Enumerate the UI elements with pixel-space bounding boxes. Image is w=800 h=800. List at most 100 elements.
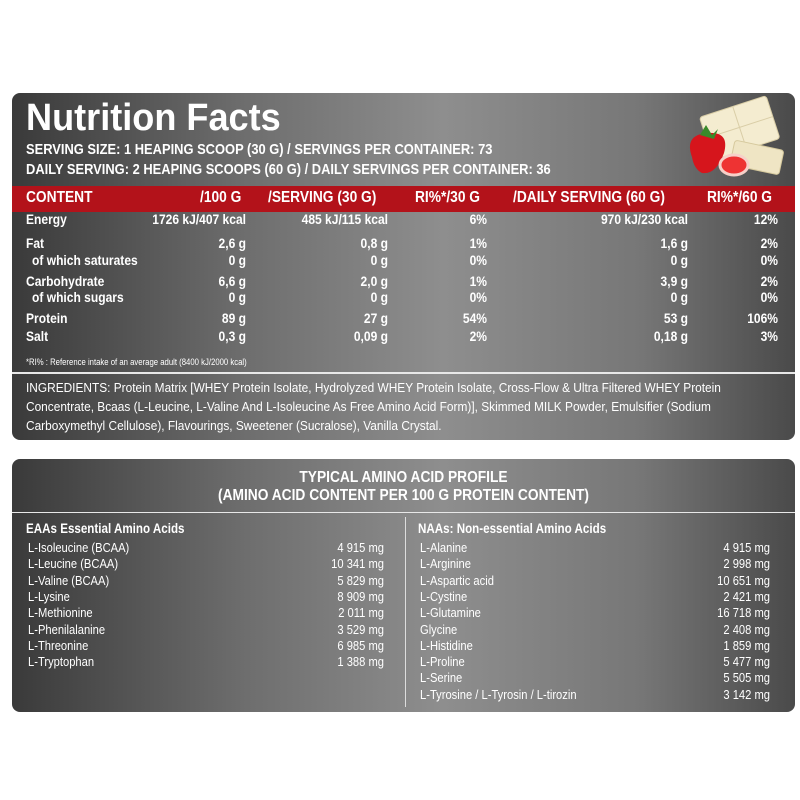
cell-value: 0 g xyxy=(228,252,246,268)
column-header: CONTENT xyxy=(26,189,93,206)
amino-value: 10 341 mg xyxy=(331,556,384,572)
amino-value: 1 388 mg xyxy=(337,654,384,670)
amino-name: L-Tryptophan xyxy=(28,654,95,670)
amino-title: TYPICAL AMINO ACID PROFILE xyxy=(299,469,508,486)
amino-name: L-Threonine xyxy=(28,637,89,653)
amino-name: L-Arginine xyxy=(420,556,471,572)
amino-name: L-Lysine xyxy=(28,588,70,604)
cell-value: 2,6 g xyxy=(218,235,246,251)
cell-value: 1% xyxy=(469,235,487,251)
amino-value: 8 909 mg xyxy=(337,588,384,604)
cell-value: 970 kJ/230 kcal xyxy=(600,211,688,227)
cell-value: 0 g xyxy=(228,289,246,305)
amino-value: 5 505 mg xyxy=(723,670,770,686)
amino-value: 6 985 mg xyxy=(337,637,384,653)
amino-value: 2 408 mg xyxy=(723,621,770,637)
footnote: *RI% : Reference intake of an average ad… xyxy=(26,357,247,367)
cell-value: 1% xyxy=(469,273,487,289)
cell-value: 1726 kJ/407 kcal xyxy=(152,211,246,227)
amino-name: Glycine xyxy=(420,621,458,637)
cell-value: 1,6 g xyxy=(660,235,688,251)
amino-name: L-Glutamine xyxy=(420,605,481,621)
serving-line: SERVING SIZE: 1 HEAPING SCOOP (30 G) / S… xyxy=(26,141,493,158)
amino-value: 5 829 mg xyxy=(337,572,384,588)
column-header: /SERVING (30 G) xyxy=(268,189,377,206)
cell-value: 0% xyxy=(760,289,778,305)
amino-name: L-Methionine xyxy=(28,605,93,621)
cell-value: 2% xyxy=(760,235,778,251)
cell-value: 2,0 g xyxy=(360,273,388,289)
cell-value: 106% xyxy=(747,310,778,326)
cell-value: 2% xyxy=(760,273,778,289)
amino-name: L-Histidine xyxy=(420,637,473,653)
amino-title: (AMINO ACID CONTENT PER 100 G PROTEIN CO… xyxy=(217,487,590,504)
amino-value: 2 421 mg xyxy=(723,588,770,604)
row-label: Protein xyxy=(26,310,68,326)
cell-value: 0,09 g xyxy=(353,328,388,344)
amino-panel: TYPICAL AMINO ACID PROFILE (AMINO ACID C… xyxy=(12,459,795,712)
amino-name: L-Leucine (BCAA) xyxy=(28,556,119,572)
amino-name: L-Isoleucine (BCAA) xyxy=(28,540,130,555)
amino-value: 16 718 mg xyxy=(717,605,770,621)
cell-value: 0,3 g xyxy=(218,328,246,344)
separator xyxy=(12,512,795,513)
cell-value: 6% xyxy=(469,211,487,227)
column-heading: EAAs Essential Amino Acids xyxy=(26,521,185,536)
cell-value: 3,9 g xyxy=(660,273,688,289)
amino-value: 5 477 mg xyxy=(723,654,770,670)
divider xyxy=(405,517,406,707)
amino-value: 4 915 mg xyxy=(337,540,384,555)
nutrition-panel: Nutrition Facts SERVING SIZE: 1 HEAPING … xyxy=(12,93,795,440)
cell-value: 485 kJ/115 kcal xyxy=(301,211,388,227)
row-label: Salt xyxy=(26,328,49,344)
amino-name: L-Aspartic acid xyxy=(420,572,494,588)
cell-value: 0% xyxy=(469,289,487,305)
column-header: /100 G xyxy=(200,189,242,206)
cell-value: 53 g xyxy=(663,310,688,326)
row-label: of which saturates xyxy=(32,252,138,268)
cell-value: 0,8 g xyxy=(360,235,388,251)
amino-value: 4 915 mg xyxy=(723,540,770,555)
row-label: of which sugars xyxy=(32,289,124,305)
table-header-bar xyxy=(12,186,795,212)
cell-value: 0,18 g xyxy=(653,328,688,344)
row-label: Energy xyxy=(26,211,67,227)
amino-name: L-Cystine xyxy=(420,588,468,604)
column-header: /DAILY SERVING (60 G) xyxy=(513,189,665,206)
column-header: RI%*/60 G xyxy=(707,189,773,206)
cell-value: 3% xyxy=(760,328,778,344)
amino-name: L-Phenilalanine xyxy=(28,621,106,637)
cell-value: 0 g xyxy=(670,289,688,305)
row-label: Fat xyxy=(26,235,45,251)
amino-name: L-Serine xyxy=(420,670,463,686)
amino-value: 3 529 mg xyxy=(337,621,384,637)
cell-value: 0 g xyxy=(670,252,688,268)
cell-value: 89 g xyxy=(221,310,246,326)
amino-value: 1 859 mg xyxy=(723,637,770,653)
amino-name: L-Alanine xyxy=(420,540,468,555)
column-header: RI%*/30 G xyxy=(415,189,481,206)
amino-value: 2 011 mg xyxy=(338,605,384,621)
row-label: Carbohydrate xyxy=(26,273,105,289)
cell-value: 0% xyxy=(469,252,487,268)
cell-value: 0% xyxy=(760,252,778,268)
title: Nutrition Facts xyxy=(26,97,281,139)
amino-name: L-Valine (BCAA) xyxy=(28,572,110,588)
serving-line: DAILY SERVING: 2 HEAPING SCOOPS (60 G) /… xyxy=(26,161,551,178)
amino-value: 2 998 mg xyxy=(723,556,770,572)
ingredients: INGREDIENTS: Protein Matrix [WHEY Protei… xyxy=(26,381,721,433)
amino-value: 10 651 mg xyxy=(717,572,770,588)
cell-value: 0 g xyxy=(370,252,388,268)
cell-value: 2% xyxy=(469,328,487,344)
product-image xyxy=(689,95,784,177)
cell-value: 12% xyxy=(753,211,778,227)
separator xyxy=(12,372,795,374)
cell-value: 6,6 g xyxy=(218,273,246,289)
amino-name: L-Proline xyxy=(420,654,465,670)
cell-value: 27 g xyxy=(363,310,388,326)
amino-value: 3 142 mg xyxy=(723,686,770,702)
amino-name: L-Tyrosine / L-Tyrosin / L-tirozin xyxy=(420,686,577,702)
column-heading: NAAs: Non-essential Amino Acids xyxy=(418,521,607,536)
cell-value: 0 g xyxy=(370,289,388,305)
